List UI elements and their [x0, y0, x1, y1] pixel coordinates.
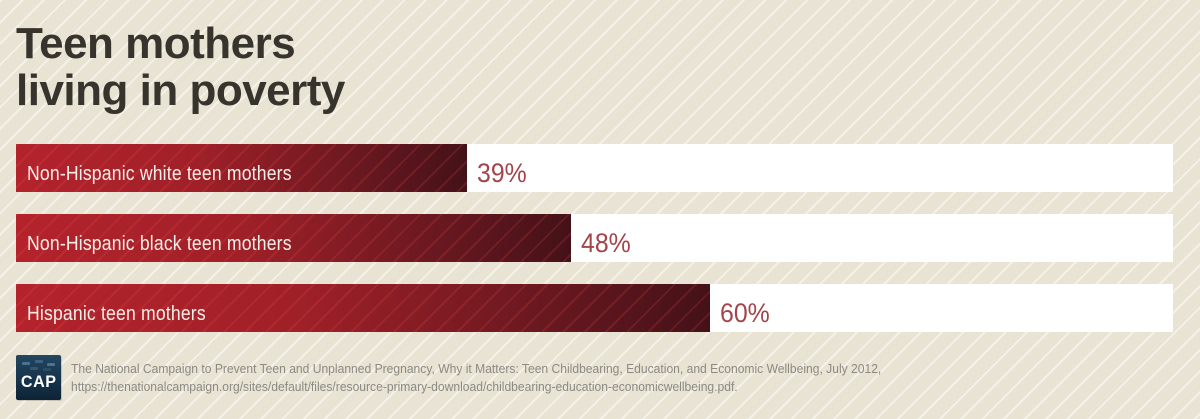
page-title-line2: living in poverty [16, 66, 345, 115]
source-citation: The National Campaign to Prevent Teen an… [71, 355, 942, 395]
bar-category-label: Non-Hispanic white teen mothers [27, 163, 292, 185]
page-title-line1: Teen mothers [16, 19, 296, 68]
cap-logo-text: CAP [20, 372, 57, 391]
bar-row-white-teen-mothers: Non-Hispanic white teen mothers 39% [16, 144, 1173, 192]
bar-row-black-teen-mothers: Non-Hispanic black teen mothers 48% [16, 214, 1173, 262]
bar-value-label: 39% [477, 158, 527, 188]
bar-chart: Non-Hispanic white teen mothers 39% Non-… [16, 144, 1173, 332]
cap-logo-decoration-icon [22, 362, 30, 365]
bar-category-label: Hispanic teen mothers [27, 303, 206, 325]
source-footer: CAP The National Campaign to Prevent Tee… [16, 355, 942, 400]
bar-category-label: Non-Hispanic black teen mothers [27, 233, 292, 255]
bar-row-hispanic-teen-mothers: Hispanic teen mothers 60% [16, 284, 1173, 332]
bar-value-label: 48% [581, 228, 632, 258]
bar-value-label: 60% [720, 298, 770, 328]
bar-black-teen-mothers: Non-Hispanic black teen mothers [16, 214, 572, 262]
bar-hispanic-teen-mothers: Hispanic teen mothers [16, 284, 711, 332]
source-citation-line2: https://thenationalcampaign.org/sites/de… [71, 378, 738, 394]
page-title: Teen mothers living in poverty [16, 20, 345, 114]
cap-logo: CAP [16, 355, 61, 400]
source-citation-line1: The National Campaign to Prevent Teen an… [71, 361, 882, 376]
bar-white-teen-mothers: Non-Hispanic white teen mothers [16, 144, 468, 192]
